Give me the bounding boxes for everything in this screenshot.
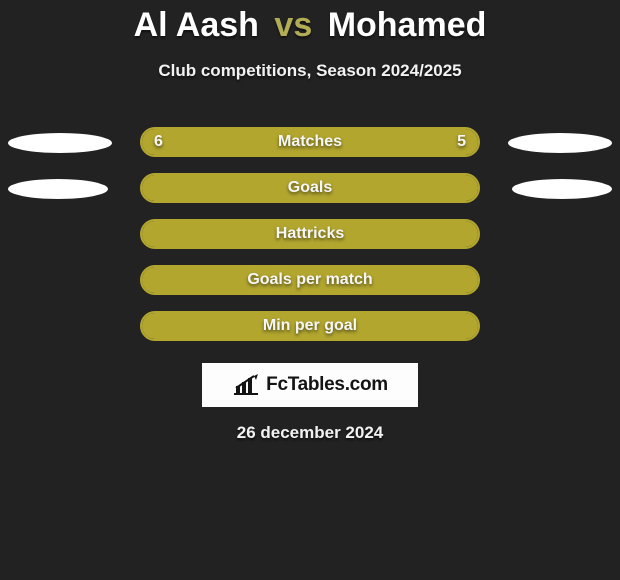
branding-badge: FcTables.com [202, 363, 418, 407]
bar-fill-left [142, 221, 310, 247]
subtitle: Club competitions, Season 2024/2025 [0, 61, 620, 81]
date: 26 december 2024 [0, 423, 620, 443]
stat-bar: Goals per match [140, 265, 480, 295]
stat-row-matches: 65Matches [0, 119, 620, 165]
left-ellipse [8, 179, 108, 199]
right-ellipse [512, 179, 612, 199]
bar-fill-left [142, 313, 310, 339]
stat-row-goals-per-match: Goals per match [0, 257, 620, 303]
stat-rows: 65Matches Goals Hattricks Goals per match Mi… [0, 119, 620, 349]
bar-fill-right [325, 129, 478, 155]
bar-fill-left [142, 175, 310, 201]
branding-text: FcTables.com [266, 374, 388, 396]
bar-fill-right [310, 175, 478, 201]
player2-name: Mohamed [328, 6, 487, 44]
stat-row-min-per-goal: Min per goal [0, 303, 620, 349]
left-ellipse [8, 133, 112, 153]
bar-fill-right [310, 313, 478, 339]
bar-fill-right [310, 221, 478, 247]
bar-fill-left [142, 267, 310, 293]
branding-chart-icon [232, 374, 260, 396]
stat-bar: Hattricks [140, 219, 480, 249]
stat-bar: Min per goal [140, 311, 480, 341]
stat-row-goals: Goals [0, 165, 620, 211]
player1-name: Al Aash [134, 6, 259, 44]
bar-fill-left [142, 129, 325, 155]
vs-label: vs [274, 6, 312, 44]
bar-fill-right [310, 267, 478, 293]
stat-row-hattricks: Hattricks [0, 211, 620, 257]
right-ellipse [508, 133, 612, 153]
stat-bar: 65Matches [140, 127, 480, 157]
page-title: Al Aash vs Mohamed [0, 0, 620, 45]
comparison-infographic: Al Aash vs Mohamed Club competitions, Se… [0, 0, 620, 580]
stat-bar: Goals [140, 173, 480, 203]
